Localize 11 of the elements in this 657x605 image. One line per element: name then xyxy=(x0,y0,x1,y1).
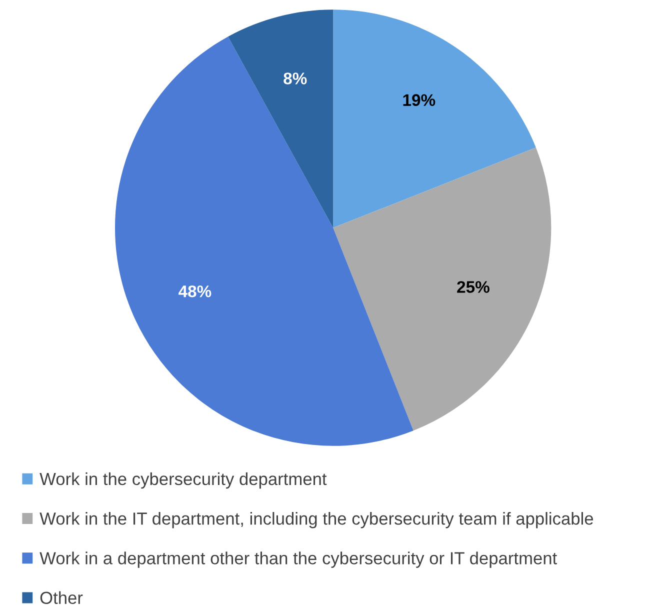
legend-label: Work in a department other than the cybersecurity or IT department xyxy=(40,552,557,568)
pie-slice xyxy=(228,10,334,228)
legend-label: Work in the IT department, including the cybersecurity team if applicable xyxy=(40,512,594,528)
legend-label: Work in the cybersecurity department xyxy=(40,472,327,489)
pie-slice xyxy=(333,10,536,228)
legend-label: Other xyxy=(40,591,83,604)
data-label: 8% xyxy=(284,72,307,84)
data-label: 25% xyxy=(457,281,490,293)
data-label: 19% xyxy=(403,94,436,106)
pie-slice xyxy=(333,147,552,431)
data-label: 48% xyxy=(178,285,212,298)
